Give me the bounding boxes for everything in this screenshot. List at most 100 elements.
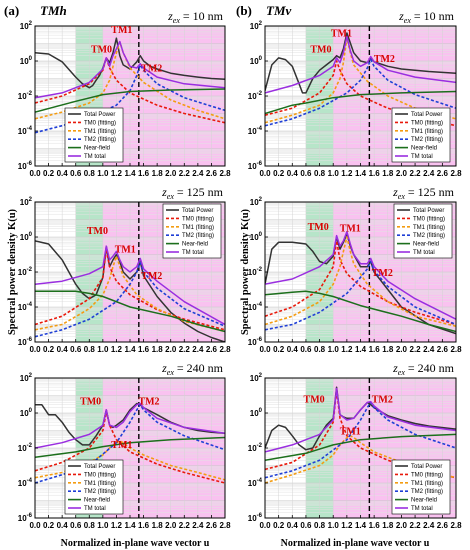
x-tick-label: 0.4	[57, 521, 69, 530]
x-tick-label: 1.4	[124, 345, 136, 354]
legend-tm1-fitting: TM1 (fitting)	[84, 129, 116, 135]
x-tick-label: 1.2	[341, 345, 353, 354]
legend-box	[391, 459, 451, 515]
x-tick-label: 2.4	[423, 345, 435, 354]
y-tick-label: 10-2	[248, 91, 263, 101]
legend-tm0-fitting: TM0 (fitting)	[182, 216, 214, 222]
x-tick-label: 2.0	[165, 169, 177, 178]
x-axis-label-right: Normalized in-plane wave vector u	[281, 538, 430, 549]
tm2-fitting-line	[35, 261, 225, 338]
tm0-annotation: TM0	[310, 45, 331, 56]
y-tick-label: 100	[20, 232, 33, 242]
y-tick-label: 102	[250, 373, 263, 383]
tm2-annotation: TM2	[141, 64, 162, 75]
x-tick-label: 1.8	[152, 521, 164, 530]
y-tick-label: 10-2	[248, 443, 263, 453]
panel-title-b: TMv	[266, 3, 292, 18]
x-tick-label: 1.2	[341, 169, 353, 178]
y-axis-label-left: Spectral power density K(u)	[7, 208, 18, 335]
tm-total-line	[265, 35, 456, 94]
x-tick-label: 2.0	[165, 521, 177, 530]
tm0-fitting-line	[35, 57, 225, 124]
legend: Total Power TM0 (fitting) TM1 (fitting) TM2…	[391, 459, 451, 515]
y-tick-label: 102	[250, 197, 263, 207]
x-tick-label: 0.8	[84, 169, 96, 178]
legend: Total Power TM0 (fitting) TM1 (fitting) TM2…	[64, 459, 124, 515]
x-tick-label: 0.2	[273, 521, 285, 530]
legend-tm1-fitting: TM1 (fitting)	[413, 225, 445, 231]
x-tick-label: 2.6	[206, 169, 218, 178]
x-tick-label: 2.6	[437, 521, 449, 530]
series-group	[35, 240, 225, 342]
legend-total-power: Total Power	[84, 464, 115, 470]
x-tick-label: 2.4	[192, 521, 204, 530]
x-tick-label: 1.2	[111, 345, 123, 354]
x-tick-label: 0.8	[84, 345, 96, 354]
x-tick-label: 2.4	[423, 521, 435, 530]
legend-total-power: Total Power	[411, 112, 442, 118]
x-tick-label: 1.4	[355, 169, 367, 178]
legend-tm0-fitting: TM0 (fitting)	[413, 216, 445, 222]
legend-near-field: Near-field	[413, 242, 439, 248]
legend-box	[64, 459, 124, 515]
y-tick-label: 10-4	[18, 302, 33, 312]
y-tick-label: 10-6	[18, 161, 33, 171]
legend-total-power: Total Power	[413, 208, 444, 214]
legend-tm-total: TM total	[84, 154, 106, 160]
x-axis-label-left: Normalized in-plane wave vector u	[61, 538, 210, 549]
tm1-annotation: TM1	[340, 426, 361, 437]
y-tick-label: 10-6	[18, 513, 33, 523]
legend-box	[162, 203, 222, 259]
x-tick-label: 1.4	[124, 521, 136, 530]
legend-tm-total: TM total	[413, 250, 435, 256]
x-tick-label: 2.8	[450, 345, 462, 354]
tm0-fitting-line	[265, 240, 456, 326]
tm1-annotation: TM1	[111, 440, 132, 451]
total-power-line	[35, 37, 225, 89]
tm1-annotation: TM1	[111, 25, 132, 36]
y-tick-label: 10-2	[248, 267, 263, 277]
x-tick-label: 0.0	[29, 521, 41, 530]
y-tick-label: 102	[250, 21, 263, 31]
legend-tm-total: TM total	[84, 506, 106, 512]
x-tick-label: 2.6	[437, 169, 449, 178]
near-field-line	[35, 436, 225, 458]
x-tick-label: 2.0	[396, 345, 408, 354]
x-tick-label: 0.0	[259, 345, 271, 354]
y-tick-label: 102	[20, 197, 33, 207]
x-tick-label: 1.2	[111, 169, 123, 178]
legend-tm-total: TM total	[411, 506, 433, 512]
tm-total-line	[265, 230, 456, 320]
y-tick-label: 102	[20, 373, 33, 383]
legend-near-field: Near-field	[84, 146, 110, 152]
x-tick-label: 1.8	[382, 345, 394, 354]
legend-total-power: Total Power	[84, 112, 115, 118]
x-tick-label: 1.6	[138, 345, 150, 354]
legend-total-power: Total Power	[182, 208, 213, 214]
x-tick-label: 1.0	[97, 345, 109, 354]
legend-tm2-fitting: TM2 (fitting)	[182, 233, 214, 239]
x-tick-label: 0.2	[43, 169, 55, 178]
legend-box	[64, 107, 124, 163]
zex-subtitle: zex = 125 nm	[161, 185, 224, 201]
tm0-fitting-line	[265, 389, 456, 479]
panel-label-a: (a)	[4, 3, 19, 18]
y-tick-label: 10-6	[248, 337, 263, 347]
legend-tm1-fitting: TM1 (fitting)	[411, 129, 443, 135]
x-tick-label: 1.0	[328, 345, 340, 354]
x-tick-label: 1.4	[355, 345, 367, 354]
x-tick-label: 0.0	[259, 521, 271, 530]
x-tick-label: 0.2	[273, 169, 285, 178]
legend-near-field: Near-field	[84, 498, 110, 504]
tm-total-line	[35, 40, 225, 99]
zex-subtitle: zex = 125 nm	[392, 185, 455, 201]
tm0-annotation: TM0	[308, 222, 329, 233]
tm0-annotation: TM0	[87, 226, 108, 237]
legend-tm0-fitting: TM0 (fitting)	[84, 120, 116, 126]
x-tick-label: 2.0	[396, 169, 408, 178]
legend-total-power: Total Power	[411, 464, 442, 470]
tm0-annotation: TM0	[91, 45, 112, 56]
